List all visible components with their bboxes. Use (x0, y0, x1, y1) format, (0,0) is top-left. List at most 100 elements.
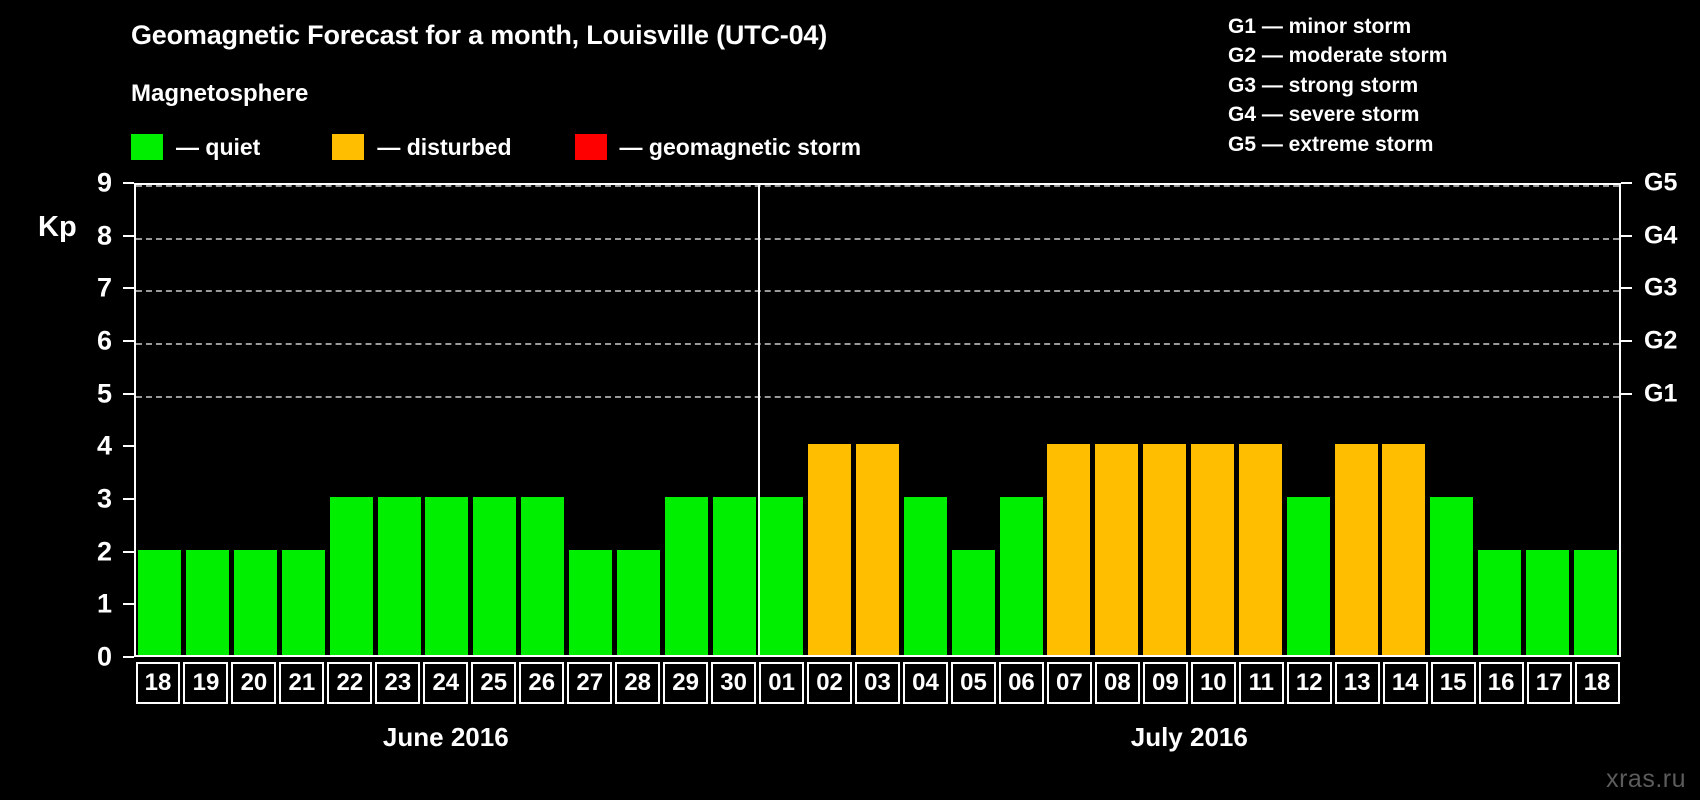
y-tick-mark-5 (123, 392, 134, 395)
bar-slot (614, 185, 662, 655)
day-label-06: 06 (998, 662, 1044, 704)
day-label-16: 16 (1478, 662, 1524, 704)
bar-day-05 (951, 549, 995, 655)
g-scale-legend: G1 — minor storm G2 — moderate storm G3 — … (1228, 12, 1447, 159)
bar-day-25 (473, 497, 517, 655)
day-label-28: 28 (615, 662, 661, 704)
bar-slot (1380, 185, 1428, 655)
chart-subtitle: Magnetosphere (131, 80, 309, 107)
bar-day-28 (616, 549, 660, 655)
bar-slot (375, 185, 423, 655)
bar-day-11 (1238, 444, 1282, 655)
legend-label-quiet: — quiet (176, 133, 261, 160)
bar-slot (1476, 185, 1524, 655)
y-tick-label-6: 6 (96, 325, 112, 356)
bar-slot (710, 185, 758, 655)
legend-swatch-quiet (131, 134, 163, 160)
y-tick-label-1: 1 (96, 588, 112, 619)
bar-slot (471, 185, 519, 655)
y-axis-title: Kp (38, 211, 77, 243)
g-tick-label-G3: G3 (1644, 273, 1678, 302)
bar-day-24 (425, 497, 469, 655)
g-scale-row-4: G4 — severe storm (1228, 103, 1420, 127)
bar-day-17 (1525, 549, 1569, 655)
gridline-kp-8 (136, 237, 1619, 240)
legend-item-disturbed: — disturbed (332, 133, 512, 161)
bar-day-09 (1143, 444, 1187, 655)
y-tick-mark-8 (123, 234, 134, 237)
day-label-29: 29 (663, 662, 709, 704)
legend-label-disturbed: — disturbed (377, 133, 512, 160)
bar-slot (949, 185, 997, 655)
bar-day-14 (1382, 444, 1426, 655)
bar-slot (1571, 185, 1619, 655)
legend-item-storm: — geomagnetic storm (574, 134, 861, 161)
g-scale-axis: G1 G2 G3 G4 G5 (1621, 169, 1700, 657)
gridline-kp-5 (136, 395, 1619, 398)
day-label-25: 25 (471, 662, 517, 704)
bar-slot (1284, 185, 1332, 655)
day-label-21: 21 (279, 662, 325, 704)
color-legend: — quiet — disturbed — geomagnetic storm (131, 132, 861, 162)
bar-slot (806, 185, 854, 655)
gridlines (136, 185, 1619, 655)
watermark: xras.ru (1606, 765, 1686, 793)
page-title: Geomagnetic Forecast for a month, Louisv… (131, 20, 828, 50)
day-label-23: 23 (375, 662, 421, 704)
day-label-08: 08 (1094, 662, 1140, 704)
day-label-11: 11 (1238, 662, 1284, 704)
y-tick-label-3: 3 (96, 483, 112, 514)
bar-day-16 (1478, 549, 1522, 655)
bar-day-23 (377, 497, 421, 655)
bar-slot (184, 185, 232, 655)
day-label-15: 15 (1430, 662, 1476, 704)
g-scale-row-2: G2 — moderate storm (1228, 44, 1448, 68)
bar-day-18 (138, 549, 182, 655)
day-label-10: 10 (1190, 662, 1236, 704)
day-label-18: 18 (1574, 662, 1620, 704)
bar-day-21 (281, 549, 325, 655)
bar-slot (1236, 185, 1284, 655)
g-scale-row-3: G3 — strong storm (1228, 73, 1419, 97)
day-label-20: 20 (231, 662, 277, 704)
y-tick-mark-4 (123, 445, 134, 448)
bar-day-07 (1047, 444, 1091, 655)
bar-slot (232, 185, 280, 655)
bar-slot (1428, 185, 1476, 655)
bar-day-18 (1573, 549, 1617, 655)
bar-day-30 (712, 497, 756, 655)
gridline-kp-6 (136, 343, 1619, 345)
day-label-30: 30 (711, 662, 757, 704)
g-scale-row-5: G5 — extreme storm (1228, 132, 1434, 156)
day-label-01: 01 (759, 662, 805, 704)
g-tick-label-G1: G1 (1644, 379, 1678, 408)
bar-day-03 (856, 444, 900, 655)
bar-slot (662, 185, 710, 655)
bar-slot (758, 185, 806, 655)
y-axis: 0 1 2 3 4 5 6 7 8 9 (0, 168, 134, 672)
plot-area (134, 183, 1621, 657)
bar-day-04 (903, 497, 947, 655)
bar-day-20 (234, 549, 278, 655)
g-tick-mark-G3 (1621, 287, 1632, 290)
g-tick-label-G2: G2 (1644, 326, 1678, 355)
y-tick-mark-2 (123, 550, 134, 553)
bar-slot (854, 185, 902, 655)
bar-day-06 (999, 497, 1043, 655)
bar-slot (1141, 185, 1189, 655)
y-tick-mark-6 (123, 340, 134, 342)
day-label-14: 14 (1382, 662, 1428, 704)
day-axis-labels: 18 19 20 21 22 23 24 25 26 27 28 29 30 01 02 03 04 05 06 07… (134, 662, 1621, 704)
y-tick-mark-3 (123, 498, 134, 500)
bar-slot (1045, 185, 1093, 655)
g-tick-mark-G1 (1621, 392, 1632, 395)
bar-slot (1093, 185, 1141, 655)
g-tick-label-G4: G4 (1644, 221, 1678, 250)
y-tick-label-2: 2 (96, 536, 112, 567)
bar-day-29 (664, 497, 708, 655)
g-tick-mark-G4 (1621, 234, 1632, 237)
y-tick-mark-1 (123, 603, 134, 606)
bar-day-02 (808, 444, 852, 655)
day-label-18: 18 (135, 662, 181, 704)
day-label-26: 26 (519, 662, 565, 704)
